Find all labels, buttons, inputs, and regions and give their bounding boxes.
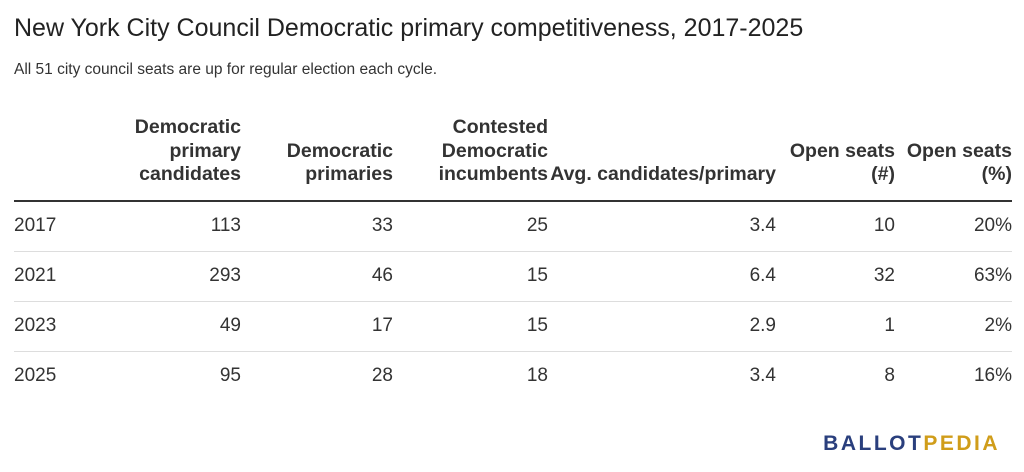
cell-primary-candidates: 49 [99, 301, 241, 352]
table-row: 2021 293 46 15 6.4 32 63% [0, 251, 1024, 302]
cell-primaries: 28 [371, 365, 393, 386]
header-avg-candidates: Avg. candidates/primary [548, 116, 776, 202]
cell-open-seats-pct: 2% [895, 301, 1012, 352]
cell-contested-incumbents: 18 [526, 365, 548, 386]
cell-year: 2025 [14, 365, 57, 386]
row-spacer-left [0, 251, 14, 301]
header-spacer-right [1012, 116, 1024, 201]
cell-open-seats-pct: 16% [973, 365, 1012, 386]
table-row: 2023 49 17 15 2.9 1 2% [0, 301, 1024, 352]
cell-primaries: 46 [241, 251, 393, 302]
row-spacer-left [0, 201, 14, 252]
table-row: 2025 95 28 18 3.4 8 16% [0, 351, 1024, 401]
header-contested-incumbents: Contested Democratic incumbents [393, 116, 548, 202]
logo-text-pedia: PEDIA [923, 432, 1000, 455]
cell-contested-incumbents: 15 [393, 251, 548, 302]
cell-avg-candidates: 3.4 [548, 200, 776, 252]
row-spacer-right [1012, 251, 1024, 301]
header-primaries: Democratic primaries [241, 116, 393, 202]
row-spacer-right [1012, 351, 1024, 401]
cell-open-seats-pct: 20% [895, 200, 1012, 252]
cell-contested-incumbents: 15 [393, 301, 548, 352]
header-primary-candidates: Democratic primary candidates [99, 116, 241, 202]
cell-open-seats-pct: 63% [895, 251, 1012, 302]
cell-year: 2017 [14, 200, 99, 252]
row-spacer-right [1012, 201, 1024, 252]
cell-avg-candidates: 6.4 [548, 251, 776, 302]
cell-year: 2021 [14, 251, 99, 302]
logo-text-ballot: BALLOT [823, 432, 924, 455]
ballotpedia-logo: BALLOTPEDIA [823, 432, 1000, 456]
cell-avg-candidates: 2.9 [548, 301, 776, 352]
cell-open-seats-count: 1 [776, 301, 895, 352]
header-open-seats-pct: Open seats (%) [895, 116, 1012, 202]
cell-open-seats-count: 32 [776, 251, 895, 302]
header-open-seats-count: Open seats (#) [776, 116, 895, 202]
cell-open-seats-count: 10 [776, 200, 895, 252]
chart-title: New York City Council Democratic primary… [14, 14, 804, 42]
cell-open-seats-count: 8 [884, 365, 895, 386]
cell-contested-incumbents: 25 [393, 200, 548, 252]
cell-primaries: 33 [241, 200, 393, 252]
row-spacer-left [0, 301, 14, 351]
header-spacer-left [0, 116, 14, 201]
chart-subtitle: All 51 city council seats are up for reg… [14, 61, 438, 78]
row-spacer-right [1012, 301, 1024, 351]
header-row: Democratic primary candidates Democratic… [0, 116, 1024, 202]
cell-primary-candidates: 293 [99, 251, 241, 302]
cell-year: 2023 [14, 301, 99, 352]
cell-primary-candidates: 95 [219, 365, 241, 386]
header-year [14, 116, 99, 202]
data-table: Democratic primary candidates Democratic… [0, 116, 1024, 401]
cell-avg-candidates: 3.4 [749, 365, 776, 386]
row-spacer-left [0, 351, 14, 401]
cell-primaries: 17 [241, 301, 393, 352]
cell-primary-candidates: 113 [99, 200, 241, 252]
table-row: 2017 113 33 25 3.4 10 20% [0, 200, 1024, 252]
